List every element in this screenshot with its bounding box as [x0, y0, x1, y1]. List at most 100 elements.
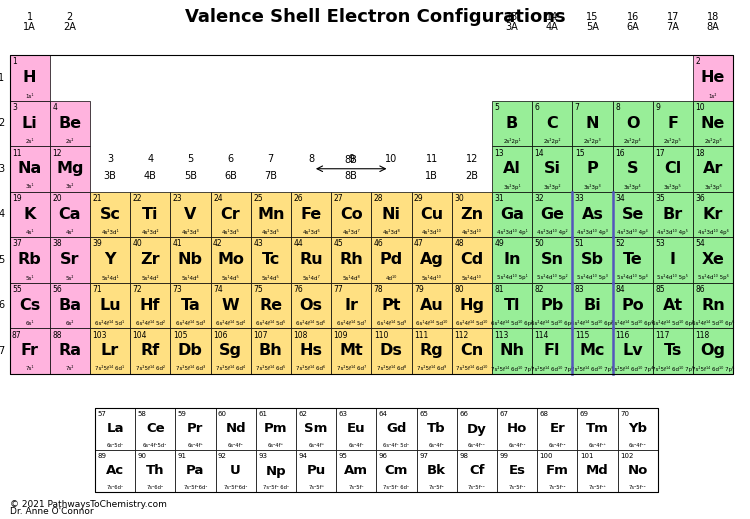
Text: 4s¹: 4s¹	[26, 230, 34, 235]
Bar	[497, 408, 537, 450]
Text: 34: 34	[615, 194, 625, 203]
Text: P: P	[586, 161, 598, 176]
Text: 4A: 4A	[546, 21, 559, 32]
Text: 5s²4d¹⁰ 5p⁵: 5s²4d¹⁰ 5p⁵	[657, 275, 688, 280]
Text: 24: 24	[213, 194, 223, 203]
Text: 75: 75	[254, 285, 263, 294]
Text: 88: 88	[53, 331, 62, 339]
Text: 5B: 5B	[184, 171, 197, 181]
Text: Al: Al	[503, 161, 521, 176]
Bar	[336, 408, 376, 450]
Text: 43: 43	[254, 239, 263, 249]
Text: Ru: Ru	[299, 252, 322, 267]
Text: 2: 2	[695, 58, 700, 66]
Text: 5s²4d¹⁰ 5p²: 5s²4d¹⁰ 5p²	[537, 275, 568, 280]
Text: 7: 7	[268, 154, 274, 163]
Text: 78: 78	[374, 285, 383, 294]
Bar	[652, 237, 693, 282]
Text: 7s¹: 7s¹	[26, 366, 34, 372]
Text: 4s²3d⁸: 4s²3d⁸	[382, 230, 400, 235]
Text: 13: 13	[494, 148, 504, 157]
Text: 49: 49	[494, 239, 504, 249]
Bar	[371, 237, 412, 282]
Bar	[331, 192, 371, 237]
Text: 6s²4f¹⁴ 5d¹: 6s²4f¹⁴ 5d¹	[95, 321, 124, 326]
Text: Tm: Tm	[586, 422, 609, 435]
Text: 93: 93	[258, 453, 267, 458]
Text: Na: Na	[17, 161, 42, 176]
Text: Se: Se	[622, 207, 644, 222]
Text: 6B: 6B	[224, 171, 237, 181]
Bar	[10, 328, 50, 374]
Text: Sm: Sm	[304, 422, 328, 435]
Text: 20: 20	[53, 194, 62, 203]
Text: 2s²2p⁶: 2s²2p⁶	[704, 138, 722, 144]
Bar	[416, 408, 457, 450]
Bar	[412, 192, 452, 237]
Text: 3: 3	[107, 154, 113, 163]
Text: 5s¹4d⁵: 5s¹4d⁵	[222, 276, 239, 280]
Text: 2: 2	[67, 11, 73, 21]
Text: Pb: Pb	[541, 298, 564, 313]
Bar	[256, 408, 296, 450]
Bar	[572, 328, 613, 374]
Text: Ag: Ag	[420, 252, 443, 267]
Text: 7s²5f¹⁴ 6d⁹: 7s²5f¹⁴ 6d⁹	[417, 366, 446, 372]
Text: Po: Po	[621, 298, 644, 313]
Text: Cd: Cd	[460, 252, 484, 267]
Bar	[452, 237, 492, 282]
Bar	[693, 282, 733, 328]
Text: 18: 18	[695, 148, 705, 157]
Bar	[532, 101, 572, 146]
Text: Cl: Cl	[664, 161, 682, 176]
Text: 113: 113	[494, 331, 508, 339]
Text: 6s²4f¹⁴ 5d¹⁰ 6p⁴: 6s²4f¹⁴ 5d¹⁰ 6p⁴	[611, 320, 654, 326]
Bar	[617, 408, 658, 450]
Text: Xe: Xe	[701, 252, 724, 267]
Text: 7s²5f⁷: 7s²5f⁷	[349, 485, 364, 490]
Text: Tc: Tc	[262, 252, 280, 267]
Text: 6s²4f¹⁴ 5d⁵: 6s²4f¹⁴ 5d⁵	[256, 321, 286, 326]
Text: Bi: Bi	[584, 298, 602, 313]
Text: 95: 95	[338, 453, 347, 458]
Text: 3: 3	[12, 103, 16, 112]
Bar	[251, 282, 291, 328]
Text: 6s²4f⁴: 6s²4f⁴	[228, 443, 244, 448]
Text: W: W	[222, 298, 239, 313]
Text: 8: 8	[615, 103, 620, 112]
Text: 2s²2p¹: 2s²2p¹	[503, 138, 520, 144]
Text: 6s²4f¹⁰: 6s²4f¹⁰	[468, 443, 485, 448]
Text: 62: 62	[298, 411, 307, 417]
Text: O: O	[626, 116, 639, 131]
Text: Pr: Pr	[188, 422, 203, 435]
Bar	[90, 192, 130, 237]
Text: Pt: Pt	[382, 298, 401, 313]
Text: Ac: Ac	[106, 465, 124, 477]
Bar	[412, 328, 452, 374]
Bar	[211, 282, 251, 328]
Text: 6s²4f¹⁴: 6s²4f¹⁴	[628, 443, 646, 448]
Text: Ar: Ar	[703, 161, 723, 176]
Text: 7: 7	[574, 103, 580, 112]
Text: 3A: 3A	[506, 21, 518, 32]
Text: 5: 5	[0, 255, 4, 265]
Text: 2s²: 2s²	[65, 139, 74, 144]
Text: 115: 115	[574, 331, 590, 339]
Text: Kr: Kr	[703, 207, 723, 222]
Bar	[10, 237, 50, 282]
Bar	[130, 328, 170, 374]
Text: Nd: Nd	[225, 422, 246, 435]
Text: Sb: Sb	[581, 252, 604, 267]
Bar	[652, 192, 693, 237]
Text: 7s²5f¹⁴ 6d¹⁰ 7p⁴: 7s²5f¹⁴ 6d¹⁰ 7p⁴	[611, 365, 654, 372]
Text: 6s²4f¹⁴ 5d¹⁰ 6p⁵: 6s²4f¹⁴ 5d¹⁰ 6p⁵	[652, 320, 694, 326]
Bar	[215, 450, 256, 492]
Text: Er: Er	[549, 422, 565, 435]
Bar	[613, 192, 652, 237]
Text: 6s²4f¹⁴ 5d³: 6s²4f¹⁴ 5d³	[176, 321, 205, 326]
Text: 6s²4f³: 6s²4f³	[188, 443, 203, 448]
Text: 21: 21	[92, 194, 102, 203]
Text: 11: 11	[425, 154, 438, 163]
Text: 59: 59	[178, 411, 187, 417]
Text: 32: 32	[535, 194, 544, 203]
